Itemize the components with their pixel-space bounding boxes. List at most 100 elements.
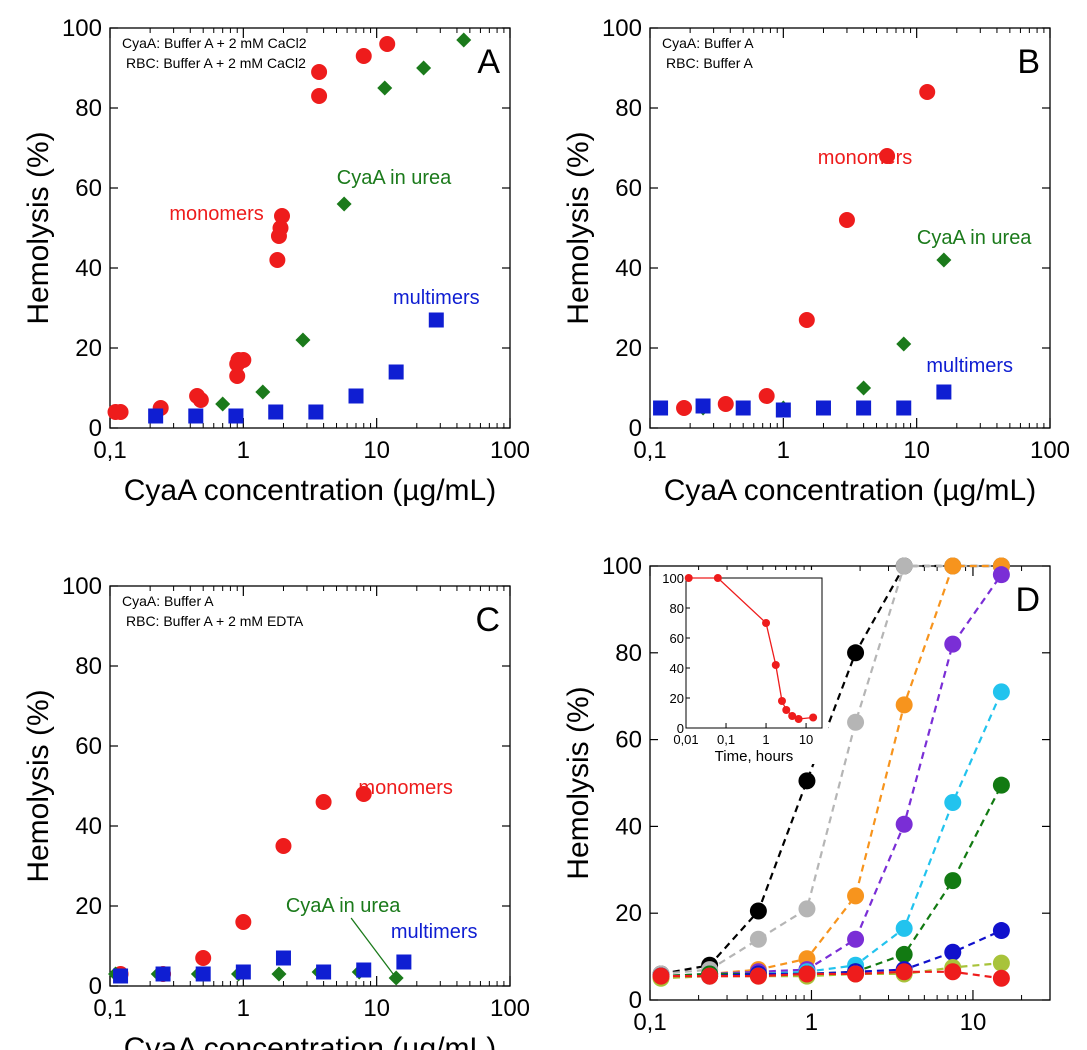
data-point bbox=[235, 914, 252, 930]
data-point bbox=[229, 368, 246, 384]
x-tick-label: 1 bbox=[805, 1009, 818, 1036]
data-point bbox=[653, 400, 669, 416]
y-tick-label: 60 bbox=[615, 175, 642, 202]
data-point bbox=[847, 887, 865, 905]
data-point bbox=[944, 872, 962, 890]
y-tick-label: 80 bbox=[615, 95, 642, 122]
inset-data-point bbox=[684, 574, 693, 582]
data-point bbox=[815, 400, 831, 416]
data-point bbox=[308, 404, 324, 420]
inset-data-point bbox=[713, 574, 722, 582]
plot-frame bbox=[109, 27, 511, 429]
data-point bbox=[215, 396, 231, 412]
y-tick-label: 0 bbox=[89, 973, 102, 1000]
data-point bbox=[148, 408, 164, 424]
inset-y-tick-label: 80 bbox=[670, 601, 684, 616]
inset-chart: 0 20 40 60 80 100 0,01 0,1 1 10 Time, hours bbox=[662, 570, 828, 765]
series-label: multimers bbox=[391, 921, 478, 943]
series-path bbox=[660, 574, 1003, 978]
data-point bbox=[847, 644, 865, 662]
data-point bbox=[919, 84, 936, 100]
data-point bbox=[749, 902, 767, 920]
y-axis-title: Hemolysis (%) bbox=[562, 686, 595, 879]
data-point bbox=[275, 838, 292, 854]
data-point bbox=[735, 400, 751, 416]
y-tick-label: 60 bbox=[75, 733, 102, 760]
series-monomers bbox=[676, 84, 936, 416]
series-path bbox=[660, 564, 1002, 978]
x-tick-label: 10 bbox=[363, 995, 390, 1022]
data-point bbox=[311, 64, 328, 80]
data-point bbox=[316, 964, 332, 980]
series-multimers bbox=[653, 384, 952, 418]
data-point bbox=[992, 969, 1010, 987]
series-path bbox=[660, 691, 1003, 978]
data-point bbox=[992, 566, 1010, 584]
data-point bbox=[798, 312, 815, 328]
y-tick-label: 20 bbox=[615, 335, 642, 362]
panel-letter: A bbox=[477, 43, 500, 81]
x-axis-title: CyaA concentration (µg/mL) bbox=[124, 1032, 496, 1050]
panel-a: 0 20 40 60 80 100 0,1 1 10 100 CyaA concentration … bbox=[22, 15, 530, 507]
panel-letter: B bbox=[1017, 43, 1040, 81]
data-point bbox=[188, 408, 204, 424]
data-point bbox=[652, 967, 670, 985]
data-point bbox=[992, 954, 1010, 972]
data-point bbox=[355, 786, 372, 802]
inset-data-point bbox=[809, 713, 818, 722]
data-point bbox=[936, 384, 952, 400]
data-point bbox=[195, 950, 212, 966]
data-point bbox=[895, 696, 913, 714]
data-point bbox=[355, 48, 372, 64]
data-point bbox=[379, 36, 396, 52]
data-point bbox=[896, 336, 912, 352]
data-point bbox=[895, 557, 913, 575]
data-point bbox=[895, 815, 913, 833]
inset-x-tick-label: 0,01 bbox=[673, 732, 698, 747]
x-tick-label: 0,1 bbox=[93, 437, 126, 464]
y-tick-label: 100 bbox=[62, 15, 102, 42]
data-point bbox=[749, 967, 767, 985]
data-point bbox=[268, 404, 284, 420]
data-point bbox=[396, 954, 412, 970]
data-point bbox=[695, 398, 711, 414]
data-point bbox=[895, 963, 913, 981]
inset-y-tick-label: 60 bbox=[670, 631, 684, 646]
x-tick-label: 100 bbox=[1030, 437, 1070, 464]
series-path bbox=[660, 564, 1002, 976]
series-monomers bbox=[107, 36, 396, 420]
inset-y-tick-label: 20 bbox=[670, 691, 684, 706]
data-point bbox=[856, 400, 872, 416]
y-axis-title: Hemolysis (%) bbox=[22, 131, 55, 324]
y-tick-label: 40 bbox=[615, 813, 642, 840]
x-tick-label: 10 bbox=[363, 437, 390, 464]
panel-c: 0 20 40 60 80 100 0,1 1 10 100 CyaA concentration … bbox=[22, 573, 530, 1050]
y-tick-label: 0 bbox=[629, 415, 642, 442]
inset-frame bbox=[685, 577, 823, 729]
data-point bbox=[856, 380, 872, 396]
inset-x-axis-title: Time, hours bbox=[715, 748, 794, 765]
x-tick-label: 1 bbox=[237, 437, 250, 464]
data-point bbox=[798, 900, 816, 918]
series-multimers bbox=[113, 950, 412, 984]
y-tick-label: 20 bbox=[75, 893, 102, 920]
y-tick-label: 80 bbox=[75, 653, 102, 680]
data-point bbox=[112, 404, 129, 420]
condition-text: RBC: Buffer A bbox=[666, 55, 754, 71]
label-leader-line bbox=[350, 917, 397, 979]
x-tick-label: 1 bbox=[777, 437, 790, 464]
x-tick-label: 100 bbox=[490, 995, 530, 1022]
inset-x-tick-label: 0,1 bbox=[717, 732, 735, 747]
data-point bbox=[195, 966, 211, 982]
data-point bbox=[272, 220, 289, 236]
series-cyaa-in-urea bbox=[215, 32, 472, 412]
inset-y-tick-label: 0 bbox=[677, 721, 684, 736]
data-point bbox=[377, 80, 393, 96]
data-point bbox=[295, 332, 311, 348]
data-point bbox=[847, 930, 865, 948]
series-label: CyaA in urea bbox=[286, 895, 401, 917]
x-tick-label: 1 bbox=[237, 995, 250, 1022]
data-point bbox=[155, 966, 171, 982]
